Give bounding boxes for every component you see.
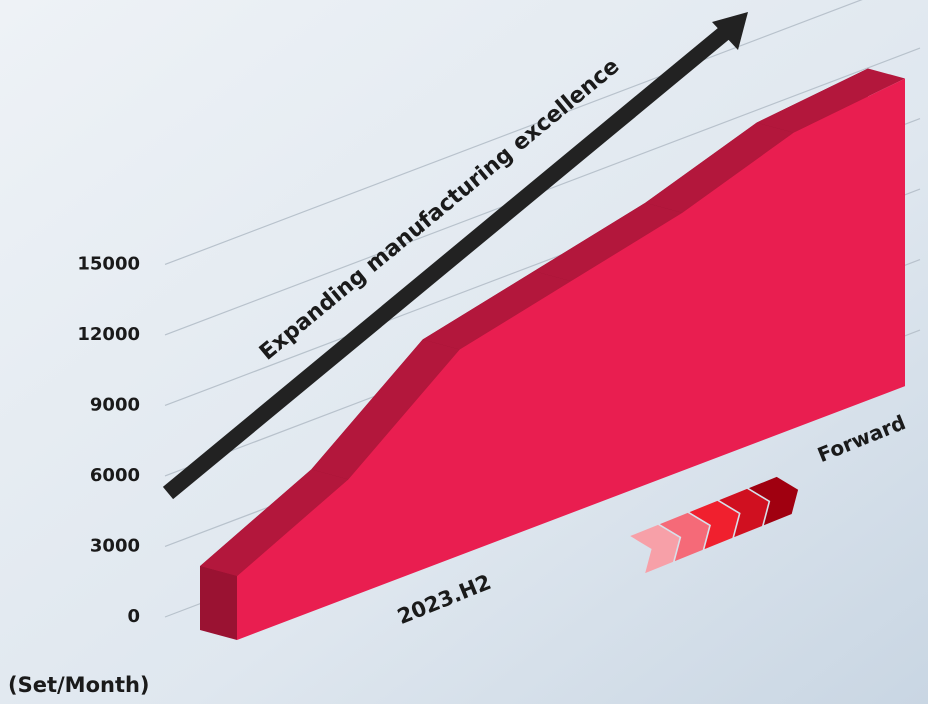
arrow-shaft xyxy=(162,23,734,500)
y-tick-label: 6000 xyxy=(90,465,140,486)
arrow-head xyxy=(712,12,748,50)
area-side xyxy=(200,566,237,640)
y-tick-label: 15000 xyxy=(77,253,140,274)
area-top xyxy=(534,202,683,282)
area-top xyxy=(311,339,460,480)
area-top xyxy=(422,271,571,350)
y-tick-label: 0 xyxy=(127,606,140,627)
area xyxy=(237,78,905,640)
area-chart xyxy=(200,68,905,640)
y-axis-label: (Set/Month) xyxy=(8,673,150,697)
y-tick-label: 9000 xyxy=(90,394,140,415)
grid-line xyxy=(164,0,863,266)
area-top xyxy=(645,122,794,213)
chevrons xyxy=(630,476,799,574)
area-top xyxy=(756,68,905,133)
y-tick-label: 3000 xyxy=(90,535,140,556)
y-tick-label: 12000 xyxy=(77,324,140,345)
area-top xyxy=(200,469,349,577)
